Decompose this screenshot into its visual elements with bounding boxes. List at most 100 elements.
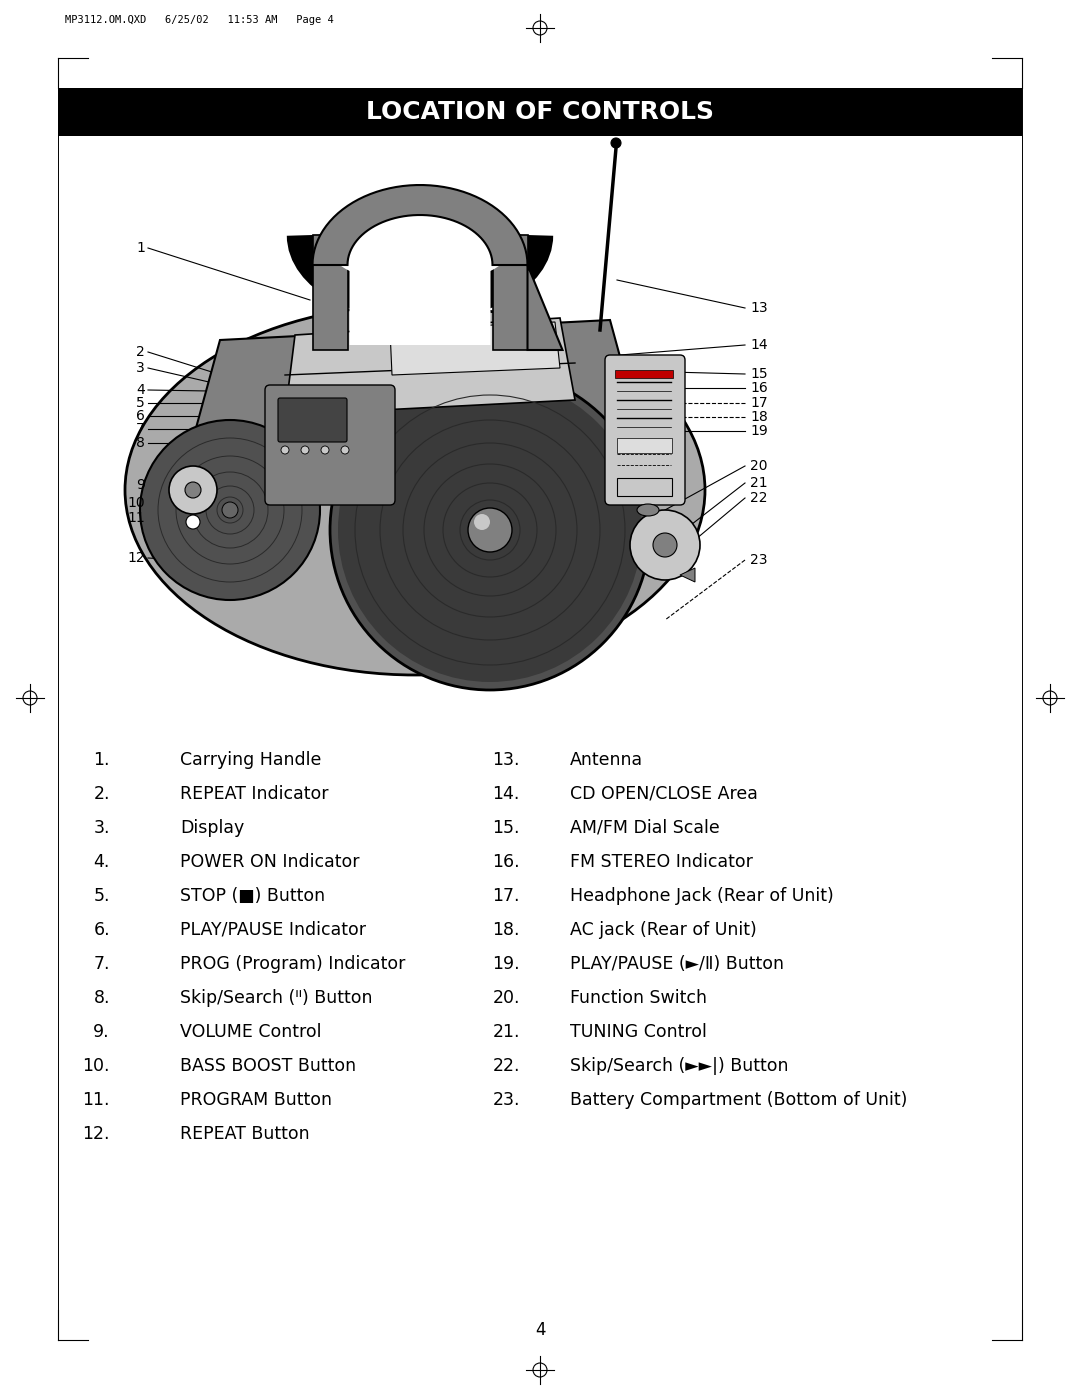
Text: VOLUME Control: VOLUME Control xyxy=(180,1023,322,1041)
Text: 5.: 5. xyxy=(94,887,110,905)
Text: Headphone Jack (Rear of Unit): Headphone Jack (Rear of Unit) xyxy=(570,887,834,905)
Text: Skip/Search (ᑊᑊ) Button: Skip/Search (ᑊᑊ) Button xyxy=(180,989,373,1007)
Text: 4: 4 xyxy=(535,1322,545,1338)
Text: BASS BOOST Button: BASS BOOST Button xyxy=(180,1058,356,1076)
Text: Battery Compartment (Bottom of Unit): Battery Compartment (Bottom of Unit) xyxy=(570,1091,907,1109)
Bar xyxy=(615,370,673,379)
Text: 13.: 13. xyxy=(492,752,519,768)
Circle shape xyxy=(222,502,238,518)
Text: 11: 11 xyxy=(127,511,145,525)
Text: 10.: 10. xyxy=(82,1058,110,1076)
Text: FM STEREO Indicator: FM STEREO Indicator xyxy=(570,854,753,870)
Bar xyxy=(492,235,527,351)
Text: Antenna: Antenna xyxy=(570,752,643,768)
Text: 1: 1 xyxy=(136,242,145,256)
Circle shape xyxy=(341,446,349,454)
Text: AM/FM Dial Scale: AM/FM Dial Scale xyxy=(570,819,719,837)
Text: 22.: 22. xyxy=(492,1058,519,1076)
Circle shape xyxy=(611,138,621,148)
Ellipse shape xyxy=(125,305,705,675)
FancyBboxPatch shape xyxy=(278,398,347,441)
Text: 8: 8 xyxy=(136,436,145,450)
Text: 15: 15 xyxy=(750,367,768,381)
Text: PROGRAM Button: PROGRAM Button xyxy=(180,1091,332,1109)
Text: 7: 7 xyxy=(136,422,145,436)
Text: 18: 18 xyxy=(750,409,768,425)
Text: 5: 5 xyxy=(136,395,145,409)
Text: MP3112.OM.QXD   6/25/02   11:53 AM   Page 4: MP3112.OM.QXD 6/25/02 11:53 AM Page 4 xyxy=(65,15,334,25)
Circle shape xyxy=(468,509,512,552)
Bar xyxy=(58,88,1022,136)
Text: 12: 12 xyxy=(127,550,145,564)
Text: 10: 10 xyxy=(127,496,145,510)
Ellipse shape xyxy=(637,504,659,515)
Bar xyxy=(617,478,672,496)
Text: AC jack (Rear of Unit): AC jack (Rear of Unit) xyxy=(570,921,757,939)
Text: 23.: 23. xyxy=(492,1091,519,1109)
Text: 3: 3 xyxy=(136,360,145,374)
Text: 16.: 16. xyxy=(492,854,519,870)
Text: 6: 6 xyxy=(136,409,145,423)
Text: Skip/Search (►►|) Button: Skip/Search (►►|) Button xyxy=(570,1058,788,1076)
Circle shape xyxy=(321,446,329,454)
Text: 23: 23 xyxy=(750,553,768,567)
Text: 20: 20 xyxy=(750,460,768,474)
Circle shape xyxy=(338,379,642,682)
Text: REPEAT Button: REPEAT Button xyxy=(180,1125,310,1143)
Text: TUNING Control: TUNING Control xyxy=(570,1023,707,1041)
Text: 19.: 19. xyxy=(492,956,519,972)
Text: 15.: 15. xyxy=(492,819,519,837)
Text: 16: 16 xyxy=(750,381,768,395)
Text: 17: 17 xyxy=(750,395,768,409)
Text: 17.: 17. xyxy=(492,887,519,905)
Text: Display: Display xyxy=(180,819,244,837)
Text: Carrying Handle: Carrying Handle xyxy=(180,752,322,768)
FancyBboxPatch shape xyxy=(605,355,685,504)
Text: 11.: 11. xyxy=(82,1091,110,1109)
Text: 14: 14 xyxy=(750,338,768,352)
Text: Function Switch: Function Switch xyxy=(570,989,707,1007)
Text: 8.: 8. xyxy=(94,989,110,1007)
Text: REPEAT Indicator: REPEAT Indicator xyxy=(180,785,328,803)
Text: 3.: 3. xyxy=(94,819,110,837)
Text: 19: 19 xyxy=(750,425,768,439)
Bar xyxy=(312,235,348,351)
Text: 20.: 20. xyxy=(492,989,519,1007)
Text: 12.: 12. xyxy=(82,1125,110,1143)
Text: 22: 22 xyxy=(750,490,768,504)
Polygon shape xyxy=(390,321,561,374)
Circle shape xyxy=(185,482,201,497)
Text: 21.: 21. xyxy=(492,1023,519,1041)
Text: 14.: 14. xyxy=(492,785,519,803)
Circle shape xyxy=(653,534,677,557)
Bar xyxy=(617,439,672,453)
Circle shape xyxy=(140,420,320,599)
Polygon shape xyxy=(680,569,696,583)
Circle shape xyxy=(168,467,217,514)
Circle shape xyxy=(630,510,700,580)
Text: PROG (Program) Indicator: PROG (Program) Indicator xyxy=(180,956,405,972)
Text: CD OPEN/CLOSE Area: CD OPEN/CLOSE Area xyxy=(570,785,758,803)
Circle shape xyxy=(186,515,200,529)
Text: 2: 2 xyxy=(136,345,145,359)
Text: POWER ON Indicator: POWER ON Indicator xyxy=(180,854,360,870)
Circle shape xyxy=(474,514,490,529)
Circle shape xyxy=(281,446,289,454)
Polygon shape xyxy=(350,217,490,345)
Circle shape xyxy=(330,370,650,690)
Circle shape xyxy=(301,446,309,454)
Text: 13: 13 xyxy=(750,300,768,314)
Text: LOCATION OF CONTROLS: LOCATION OF CONTROLS xyxy=(366,101,714,124)
FancyBboxPatch shape xyxy=(265,386,395,504)
Polygon shape xyxy=(312,184,563,351)
Text: 9.: 9. xyxy=(93,1023,110,1041)
Text: PLAY/PAUSE (►/Ⅱ) Button: PLAY/PAUSE (►/Ⅱ) Button xyxy=(570,956,784,972)
Text: 7.: 7. xyxy=(94,956,110,972)
Text: 18.: 18. xyxy=(492,921,519,939)
Text: 1.: 1. xyxy=(94,752,110,768)
Text: STOP (■) Button: STOP (■) Button xyxy=(180,887,325,905)
Text: 21: 21 xyxy=(750,476,768,490)
Text: 2.: 2. xyxy=(94,785,110,803)
Text: 6.: 6. xyxy=(93,921,110,939)
Polygon shape xyxy=(285,319,575,415)
